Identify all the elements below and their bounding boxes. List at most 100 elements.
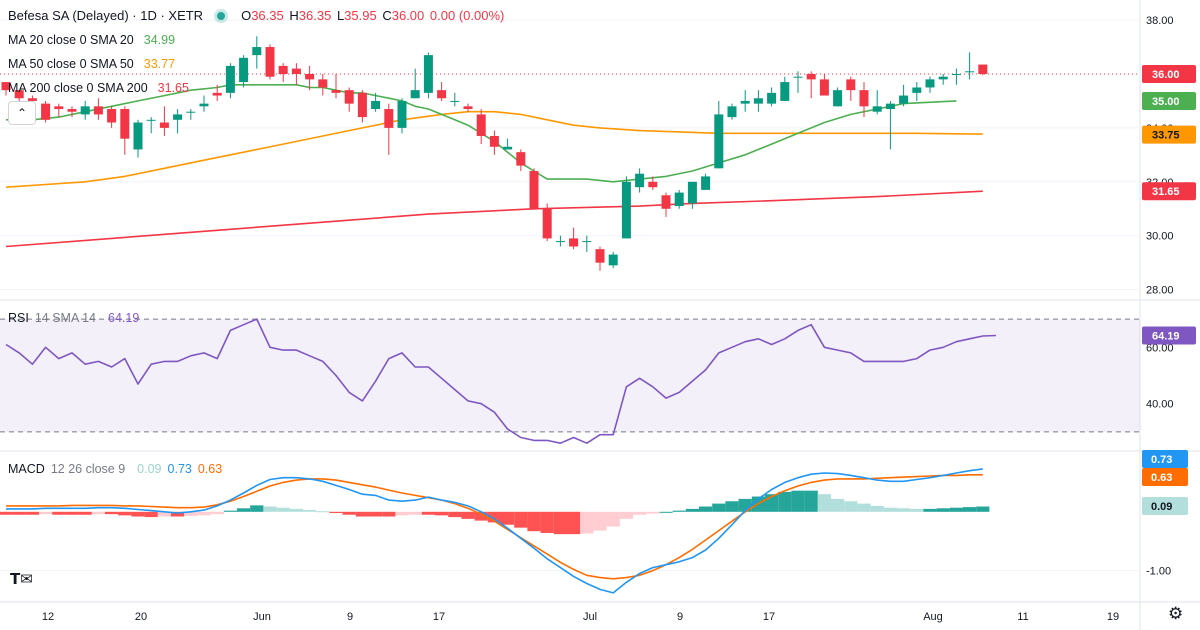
macd-histogram-bar [197,511,211,516]
candle-body [767,92,777,104]
macd-histogram-bar [0,511,13,515]
macd-histogram-bar [52,511,66,515]
macd-histogram-bar [78,511,92,515]
macd-histogram-bar [910,508,924,512]
macd-histogram-bar [250,505,264,512]
candle-body [701,176,711,190]
price-badge-label: 35.00 [1152,96,1180,108]
candle-body [397,100,407,128]
rsi-legend[interactable]: RSI 14 SMA 14 64.19 [8,311,140,325]
candle-body [120,109,130,139]
macd-histogram-bar [289,508,303,512]
candle-body [476,114,486,136]
macd-histogram-bar [210,511,224,515]
macd-histogram-bar [329,511,343,513]
rsi-tick-label: 40.00 [1146,399,1174,411]
macd-histogram-bar [355,511,369,517]
macd-histogram-bar [963,507,977,512]
price-tick-label: 38.00 [1146,15,1174,27]
macd-histogram-bar [949,507,963,512]
candle-body [331,90,341,93]
symbol-title[interactable]: Befesa SA (Delayed) · 1D · XETR [8,8,204,23]
candle-body [503,146,513,150]
candle-body [450,100,460,102]
macd-tick-label: -1.00 [1146,566,1171,578]
candle-body [740,100,750,104]
date-tick-label: 9 [347,611,353,623]
macd-histogram-bar [725,501,739,512]
candle-body [14,90,24,99]
candle-body [278,65,288,74]
macd-badge-label: 0.73 [1151,454,1172,466]
candle-body [859,90,869,107]
candle-body [714,114,724,169]
macd-legend[interactable]: MACD 12 26 close 9 0.09 0.73 0.63 [8,462,223,476]
price-badge-label: 33.75 [1152,130,1180,142]
chart-header: Befesa SA (Delayed) · 1D · XETR O36.35 H… [8,8,504,23]
macd-histogram-bar [237,508,251,512]
macd-histogram-bar [593,511,607,531]
candle-body [1,82,11,91]
candle-body [793,76,803,78]
macd-histogram-bar [606,511,620,527]
price-badge [1142,64,1196,83]
macd-histogram-bar [91,511,105,515]
candle-body [833,90,843,107]
macd-histogram-bar [105,511,119,515]
ma20-legend[interactable]: MA 20 close 0 SMA 20 34.99 [8,33,176,47]
macd-histogram-bar [817,494,831,512]
candle-body [67,109,77,112]
candle-body [80,106,90,115]
candle-body [938,76,948,80]
macd-histogram-bar [514,511,528,528]
candle-body [225,65,235,93]
candle-body [648,181,658,188]
gear-icon[interactable]: ⚙ [1168,604,1184,623]
price-tick-label: 30.00 [1146,231,1174,243]
macd-histogram-bar [276,507,290,512]
macd-histogram-bar [131,511,145,517]
macd-histogram-bar [263,506,277,512]
macd-histogram-bar [65,511,79,515]
macd-histogram-bar [633,511,647,515]
tradingview-logo[interactable]: 𝗧✉ [10,571,33,588]
macd-histogram-bar [844,501,858,512]
macd-histogram-bar [39,511,53,515]
ma200-legend[interactable]: MA 200 close 0 SMA 200 31.65 [8,81,189,95]
macd-histogram-bar [448,511,462,518]
candle-body [661,195,671,209]
price-badge-label: 36.00 [1152,69,1180,81]
macd-histogram-bar [685,508,699,512]
macd-histogram-bar [567,511,581,535]
macd-histogram-bar [804,490,818,512]
macd-badge [1142,468,1188,486]
macd-histogram-bar [712,503,726,512]
rsi-badge [1142,326,1196,345]
macd-histogram-bar [778,491,792,512]
macd-histogram-bar [619,511,633,519]
macd-histogram-bar [883,507,897,512]
candle-body [674,192,684,207]
ma50-legend[interactable]: MA 50 close 0 SMA 50 33.77 [8,57,176,71]
macd-histogram-bar [303,510,317,512]
candle-body [27,98,37,101]
macd-histogram-bar [461,511,475,519]
macd-histogram-bar [316,511,330,513]
collapse-legend-button[interactable]: ⌃ [8,101,36,125]
macd-histogram-bar [369,511,383,517]
macd-badge [1142,450,1188,468]
candle-body [239,57,249,83]
macd-histogram-bar [831,498,845,512]
macd-histogram-bar [659,511,673,513]
candle-body [727,106,737,118]
candle-body [846,79,856,91]
candle-body [305,73,315,80]
macd-histogram-bar [553,511,567,535]
macd-badge-label: 0.63 [1151,472,1172,484]
candle-body [582,241,592,243]
candle-body [951,73,961,75]
macd-badge-label: 0.09 [1151,501,1172,513]
macd-histogram-bar [580,511,594,534]
macd-histogram-bar [897,508,911,512]
candle-body [186,111,196,113]
